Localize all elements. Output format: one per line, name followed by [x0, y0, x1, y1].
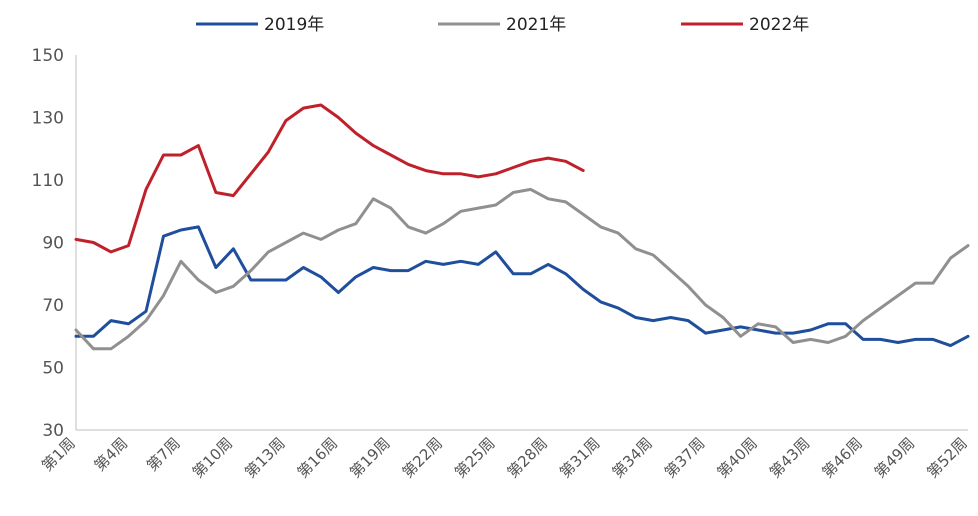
x-tick-label: 第19周 — [346, 434, 393, 481]
legend-item: 2019年 — [196, 15, 324, 35]
y-tick-label: 110 — [32, 171, 64, 191]
legend-label: 2019年 — [264, 15, 324, 35]
y-tick-label: 130 — [32, 109, 64, 129]
x-tick-label: 第37周 — [661, 434, 708, 481]
x-tick-label: 第22周 — [399, 434, 446, 481]
x-tick-label: 第13周 — [241, 434, 288, 481]
series-layer — [74, 103, 970, 351]
legend-item: 2022年 — [681, 15, 809, 35]
y-tick-label: 50 — [42, 359, 64, 379]
y-axis: 30 50 70 90 110 130 150 — [32, 46, 77, 441]
x-tick-label: 第25周 — [451, 434, 498, 481]
x-tick-label: 第7周 — [143, 434, 184, 475]
x-tick-label: 第31周 — [556, 434, 603, 481]
x-tick-label: 第49周 — [871, 434, 918, 481]
y-tick-label: 150 — [32, 46, 64, 66]
x-tick-label: 第46周 — [818, 434, 865, 481]
x-tick-label: 第40周 — [714, 434, 761, 481]
x-tick-label: 第52周 — [923, 434, 970, 481]
legend: 2019年 2021年 2022年 — [196, 15, 809, 35]
legend-item: 2021年 — [438, 15, 566, 35]
x-tick-label: 第4周 — [91, 434, 132, 475]
y-tick-label: 90 — [42, 234, 64, 254]
x-tick-label: 第28周 — [504, 434, 551, 481]
x-tick-label: 第43周 — [766, 434, 813, 481]
series-line-2021年 — [74, 187, 970, 351]
x-tick-label: 第34周 — [609, 434, 656, 481]
x-axis: 第1周 第4周 第7周 第10周 第13周 第16周 第19周 第22周 第25周 第28周 第31… — [38, 429, 971, 482]
legend-label: 2022年 — [749, 15, 809, 35]
legend-label: 2021年 — [506, 15, 566, 35]
y-tick-label: 70 — [42, 296, 64, 316]
x-tick-label: 第16周 — [294, 434, 341, 481]
series-line-2019年 — [74, 225, 970, 348]
x-tick-label: 第10周 — [189, 434, 236, 481]
y-tick-label: 30 — [42, 421, 64, 441]
series-line-2022年 — [74, 103, 585, 254]
